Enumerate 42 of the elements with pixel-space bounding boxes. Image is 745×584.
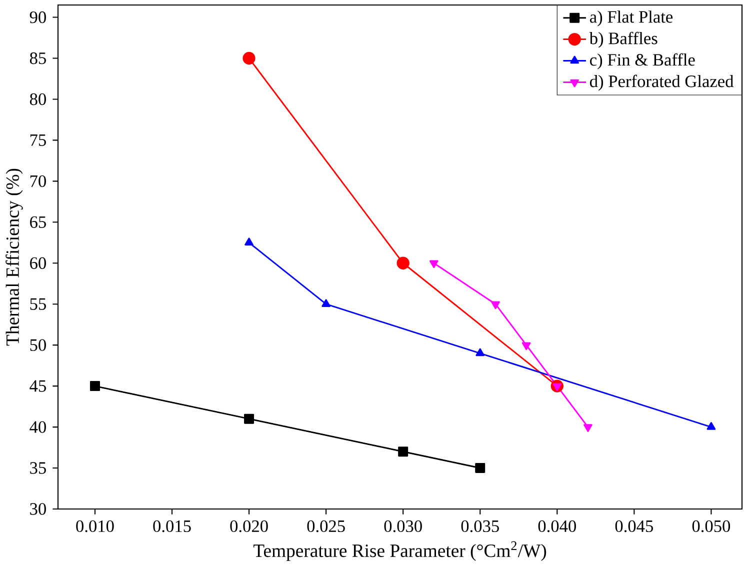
- point: [706, 422, 716, 430]
- point: [429, 260, 438, 268]
- x-tick-label: 0.020: [230, 520, 268, 532]
- point: [584, 424, 592, 432]
- y-tick-label: 30: [30, 503, 46, 515]
- point: [244, 238, 254, 246]
- y-tick-label: 80: [30, 93, 46, 106]
- point: [476, 348, 485, 356]
- x-tick-label: 0.025: [307, 520, 345, 532]
- y-tick-label: 35: [30, 462, 46, 474]
- legend-label: b) Baffles: [589, 32, 658, 48]
- y-tick-label: 70: [30, 175, 46, 188]
- y-axis-title: Thermal Efficiency (%): [6, 168, 23, 346]
- point: [90, 381, 100, 392]
- y-tick-label: 90: [30, 11, 46, 24]
- point: [396, 256, 410, 270]
- y-tick-label: 65: [30, 216, 46, 228]
- y-tick-label: 40: [30, 421, 46, 433]
- y-tick-label: 85: [30, 52, 46, 64]
- legend-label: a) Flat Plate: [590, 10, 673, 26]
- point: [491, 301, 500, 310]
- point: [242, 52, 256, 65]
- x-axis-title: Temperature Rise Parameter (°Cm$^{2}$/W): [253, 541, 546, 561]
- point: [244, 414, 254, 424]
- y-tick-label: 60: [30, 257, 46, 269]
- point: [522, 342, 531, 350]
- x-tick-label: 0.040: [538, 520, 576, 532]
- x-tick-label: 0.010: [76, 520, 114, 532]
- y-tick-label: 45: [30, 380, 46, 392]
- point: [475, 463, 486, 474]
- x-tick-label: 0.035: [461, 520, 499, 532]
- y-tick-label: 50: [30, 339, 46, 351]
- y-tick-label: 75: [30, 134, 46, 146]
- legend-label: c) Fin & Baffle: [590, 53, 695, 70]
- x-tick-label: 0.030: [384, 520, 422, 532]
- y-tick-label: 55: [30, 298, 46, 310]
- x-tick-label: 0.015: [153, 520, 191, 532]
- x-tick-label: 0.050: [692, 520, 730, 532]
- point: [322, 299, 330, 307]
- point: [398, 446, 408, 457]
- x-tick-label: 0.045: [615, 520, 653, 532]
- legend-label: d) Perforated Glazed: [590, 74, 734, 91]
